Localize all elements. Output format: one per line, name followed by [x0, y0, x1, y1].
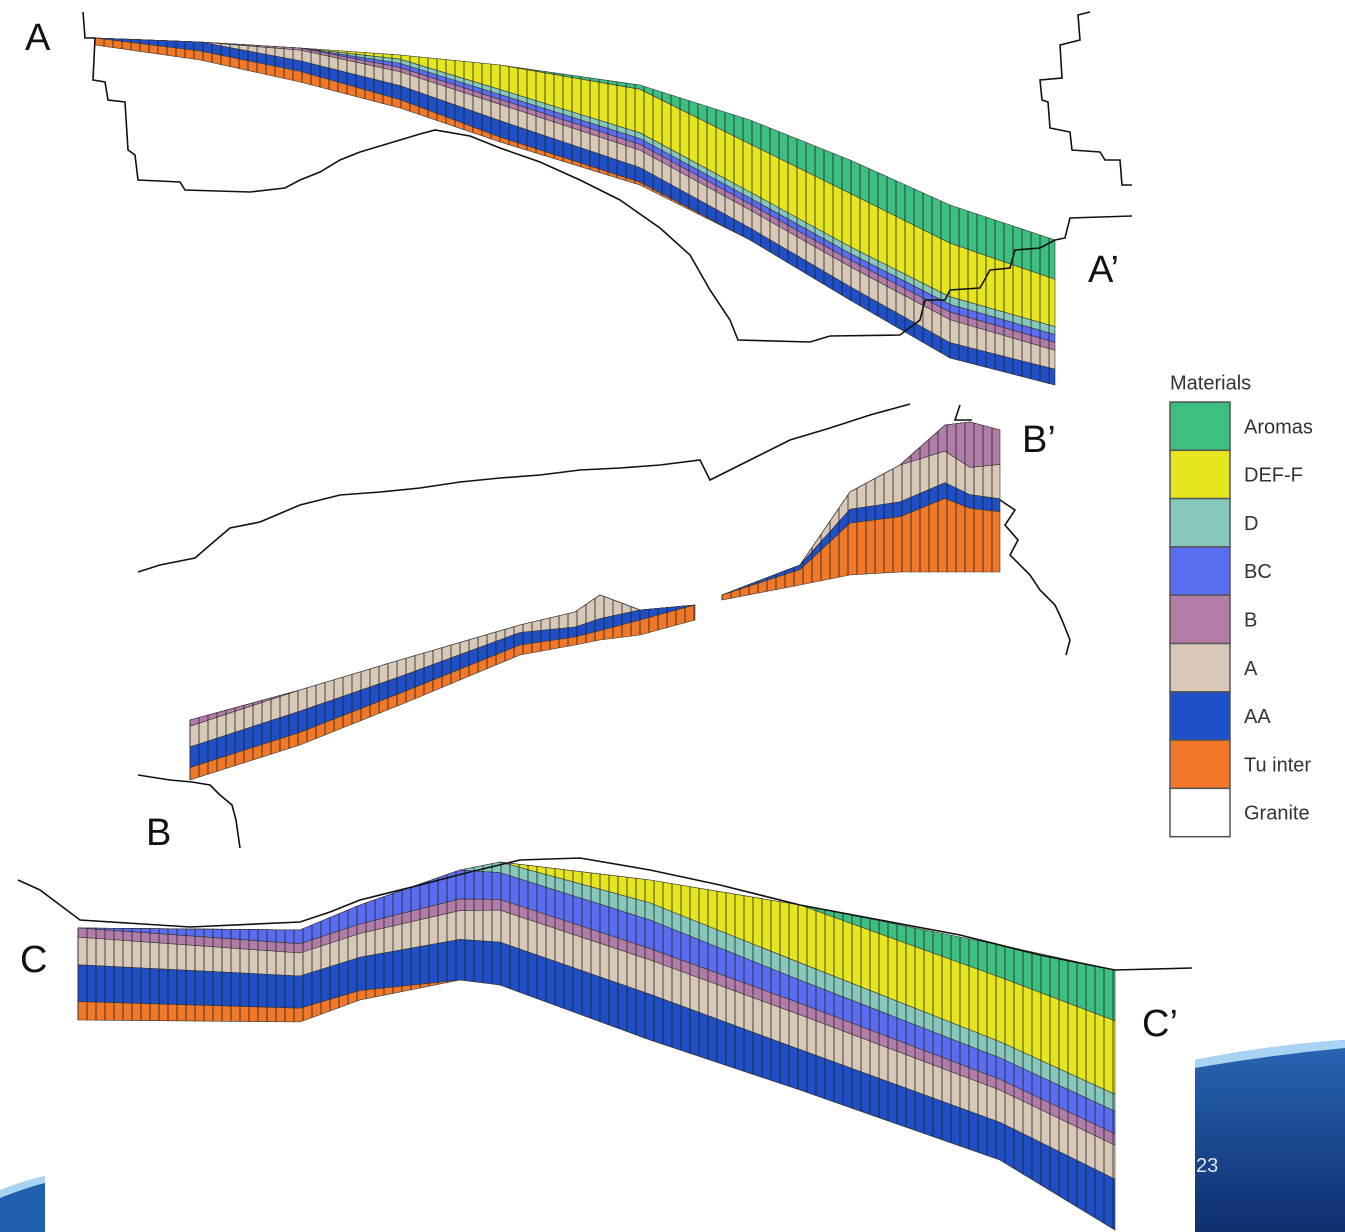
legend-swatch [1169, 642, 1231, 693]
section-label: B [146, 812, 171, 854]
layer [721, 498, 1001, 601]
legend-title: Materials [1170, 372, 1251, 394]
section-label: C [20, 939, 47, 981]
granite-outline [953, 404, 972, 421]
legend-label: Tu inter [1244, 754, 1311, 776]
granite-outline [82, 11, 1133, 343]
legend-swatch [1169, 497, 1231, 548]
cross-sections [77, 37, 1116, 1231]
legend-swatch [1169, 401, 1231, 452]
granite-outline [999, 499, 1071, 656]
section-label: C’ [1142, 1003, 1178, 1045]
legend-swatch [1169, 739, 1231, 790]
legend-swatch [1169, 546, 1231, 596]
legend-label: B [1244, 609, 1257, 631]
layer [189, 604, 696, 781]
section-label: A [25, 17, 51, 59]
layer [77, 979, 1116, 1231]
legend-label: Granite [1244, 803, 1310, 825]
corner-decoration [1195, 1040, 1345, 1232]
granite-outline [1039, 11, 1132, 186]
section-label: B’ [1022, 419, 1056, 461]
legend-label: D [1244, 513, 1258, 535]
legend-label: DEF-F [1244, 465, 1303, 487]
slide-number: 23 [1196, 1155, 1218, 1177]
granite-outline [17, 857, 1193, 971]
corner-highlight [0, 1176, 45, 1198]
corner-highlight [1195, 1040, 1345, 1068]
legend-swatch [1169, 594, 1231, 645]
section-label: A’ [1088, 249, 1119, 291]
legend-label: A [1244, 658, 1258, 680]
legend-swatch [1169, 449, 1231, 500]
layer [94, 37, 1056, 386]
legend-label: AA [1244, 706, 1271, 728]
legend-label: Aromas [1244, 416, 1313, 438]
legend-label: BC [1244, 561, 1272, 583]
granite-outline [137, 403, 911, 573]
legend-swatch [1169, 691, 1231, 741]
granite-outline [137, 774, 241, 849]
legend-swatch [1169, 787, 1231, 838]
